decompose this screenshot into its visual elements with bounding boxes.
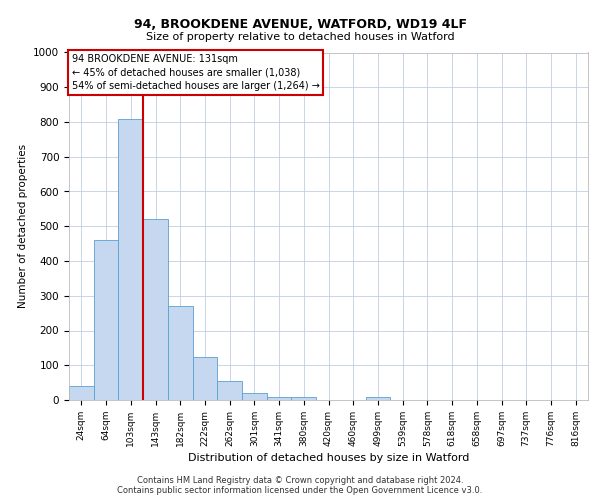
Bar: [118, 118, 143, 400]
Y-axis label: Number of detached properties: Number of detached properties: [17, 144, 28, 308]
Text: 94 BROOKDENE AVENUE: 131sqm
← 45% of detached houses are smaller (1,038)
54% of : 94 BROOKDENE AVENUE: 131sqm ← 45% of det…: [71, 54, 319, 90]
Text: Size of property relative to detached houses in Watford: Size of property relative to detached ho…: [146, 32, 454, 42]
Bar: [217, 381, 242, 400]
Text: Contains public sector information licensed under the Open Government Licence v3: Contains public sector information licen…: [118, 486, 482, 495]
Bar: [168, 306, 193, 400]
X-axis label: Distribution of detached houses by size in Watford: Distribution of detached houses by size …: [188, 453, 469, 463]
Bar: [365, 396, 390, 400]
Bar: [69, 386, 94, 400]
Bar: [267, 396, 292, 400]
Bar: [242, 393, 267, 400]
Text: 94, BROOKDENE AVENUE, WATFORD, WD19 4LF: 94, BROOKDENE AVENUE, WATFORD, WD19 4LF: [133, 18, 467, 30]
Bar: [193, 356, 217, 400]
Bar: [292, 396, 316, 400]
Bar: [143, 220, 168, 400]
Text: Contains HM Land Registry data © Crown copyright and database right 2024.: Contains HM Land Registry data © Crown c…: [137, 476, 463, 485]
Bar: [94, 240, 118, 400]
